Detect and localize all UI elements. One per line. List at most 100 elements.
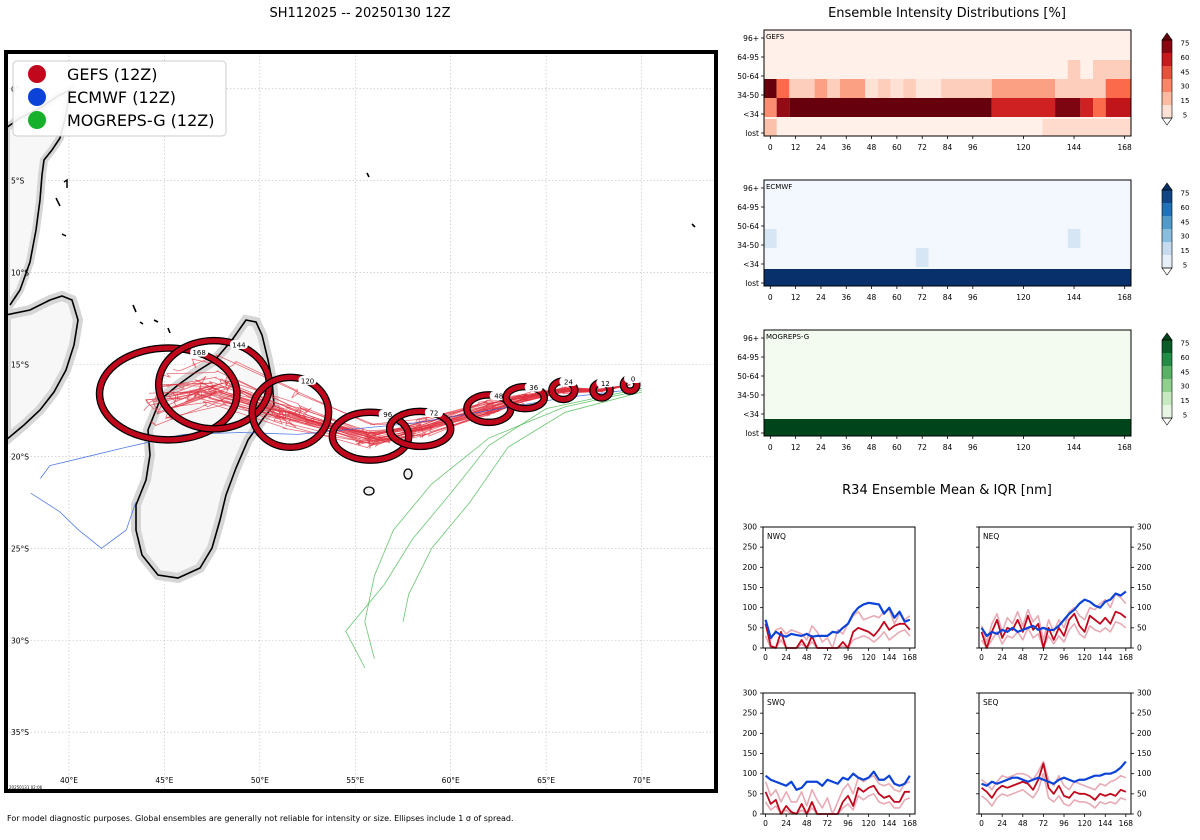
heatmap-x-tick: 84 (943, 443, 953, 452)
r34-section-title: R34 Ensemble Mean & IQR [nm] (842, 483, 1052, 498)
heatmap-x-tick: 96 (968, 443, 978, 452)
r34-x-tick: 168 (903, 819, 918, 828)
heatmap-row-label: 34-50 (737, 241, 759, 250)
colorbar-label: 30 (1181, 383, 1190, 391)
map-frame (4, 50, 718, 793)
ecmwf-mean-line (980, 590, 1127, 638)
comoros-islands (132, 304, 171, 334)
heatmap-row-label: 50-64 (737, 222, 759, 231)
heatmap-cell (764, 269, 1131, 286)
ecmwf-mean-line (764, 601, 911, 640)
colorbar-label: 60 (1181, 354, 1190, 362)
r34-x-tick: 24 (997, 819, 1007, 828)
heatmap-cell (764, 79, 777, 98)
r34-y-tick: 200 (743, 563, 758, 572)
heatmap-cell (991, 79, 1056, 98)
heatmap-row-label: 96+ (743, 334, 759, 343)
r34-y-tick: 150 (1137, 749, 1152, 758)
r34-x-tick: 168 (1119, 653, 1134, 662)
colorbar-label: 15 (1181, 97, 1190, 105)
r34-x-tick: 0 (979, 653, 984, 662)
r34-y-tick: 100 (1137, 769, 1152, 778)
ecmwf-member-track (40, 388, 642, 479)
r34-panel-label: SEQ (983, 698, 998, 707)
colorbar-segment (1162, 242, 1172, 255)
heatmap-x-tick: 36 (841, 443, 851, 452)
colorbar-segment (1162, 40, 1172, 53)
heatmap-x-tick: 96 (968, 293, 978, 302)
heatmap-x-tick: 96 (968, 143, 978, 152)
heatmap-cell (941, 79, 992, 98)
heatmap-x-tick: 72 (917, 443, 927, 452)
forecast-hour-badge (424, 408, 443, 418)
heatmap-cell (764, 229, 777, 248)
heatmap-row-label: <34 (743, 110, 759, 119)
heatmap-x-tick: 12 (791, 293, 801, 302)
colorbar-label: 45 (1181, 68, 1190, 76)
heatmap-background (764, 330, 1131, 436)
heatmap-row-label: 34-50 (737, 91, 759, 100)
forecast-hour-label: 168 (192, 349, 205, 357)
legend-box (12, 60, 227, 137)
colorbar-label: 5 (1183, 112, 1187, 120)
heatmap-x-tick: 24 (816, 293, 826, 302)
map-land (6, 82, 696, 584)
forecast-hour-badge (229, 340, 248, 350)
r34-y-tick: 150 (743, 749, 758, 758)
map-title: SH112025 -- 20250130 12Z (269, 6, 450, 21)
r34-y-tick: 0 (1137, 644, 1142, 653)
heatmap-row-label: lost (745, 129, 759, 138)
legend-label: ECMWF (12Z) (67, 88, 176, 107)
r34-x-tick: 24 (997, 653, 1007, 662)
heatmap-x-tick: 36 (841, 293, 851, 302)
heatmap-x-tick: 24 (816, 443, 826, 452)
r34-y-tick: 250 (743, 709, 758, 718)
heatmap-x-tick: 120 (1016, 443, 1031, 452)
heatmap-gefs: GEFS 96+ 64-95 50-64 34-50 <34 lost 0 12 24 36 48 60… (737, 29, 1190, 152)
heatmap-row-label: 64-95 (737, 203, 759, 212)
r34-panel-nwq: NWQ 0 24 48 72 96 120 144 168 0 50 100 150 200 250 300 (743, 523, 918, 663)
r34-x-tick: 0 (763, 653, 768, 662)
forecast-hour-label: 12 (601, 380, 610, 388)
colorbar-segment (1162, 392, 1172, 405)
r34-y-tick: 250 (1137, 543, 1152, 552)
r34-y-tick: 100 (743, 769, 758, 778)
r34-x-tick: 72 (823, 653, 833, 662)
r34-y-tick: 300 (743, 523, 758, 532)
r34-x-tick: 120 (1077, 653, 1092, 662)
lon-label: 45°E (155, 776, 173, 785)
map-gridlines (6, 52, 716, 791)
r34-x-tick: 48 (1018, 653, 1028, 662)
heatmap-x-tick: 84 (943, 143, 953, 152)
map-timestamp: 20250131 02:06 (9, 785, 43, 790)
r34-y-tick: 50 (747, 789, 757, 798)
colorbar: 5 15 30 45 60 75 (1161, 32, 1190, 126)
colorbar-segment (1162, 405, 1172, 418)
map-legend: GEFS (12Z) ECMWF (12Z) MOGREPS-G (12Z) (12, 60, 227, 137)
forecast-hour-badge (624, 373, 643, 383)
r34-x-tick: 0 (979, 819, 984, 828)
colorbar-segment (1162, 366, 1172, 379)
heatmap-x-tick: 84 (943, 293, 953, 302)
intensity-heatmaps: GEFS 96+ 64-95 50-64 34-50 <34 lost 0 12 24 36 48 60… (737, 29, 1190, 452)
gefs-member-track (154, 384, 631, 438)
heatmap-cell (1093, 98, 1106, 117)
r34-x-tick: 48 (802, 653, 812, 662)
lat-label: 20°S (11, 452, 29, 461)
mogreps-member-track (364, 389, 642, 659)
gefs-member-track (186, 375, 631, 442)
heatmap-panel-label: ECMWF (766, 183, 792, 191)
heatmap-cell (1093, 60, 1131, 79)
r34-y-tick: 200 (743, 729, 758, 738)
mogreps-member-track (345, 388, 642, 669)
colorbar-label: 5 (1183, 412, 1187, 420)
colorbar-label: 15 (1181, 247, 1190, 255)
colorbar-segment (1162, 379, 1172, 392)
heatmap-cell (915, 248, 929, 267)
colorbar-segment (1162, 92, 1172, 105)
r34-y-tick: 50 (747, 623, 757, 632)
heatmap-x-tick: 24 (816, 143, 826, 152)
